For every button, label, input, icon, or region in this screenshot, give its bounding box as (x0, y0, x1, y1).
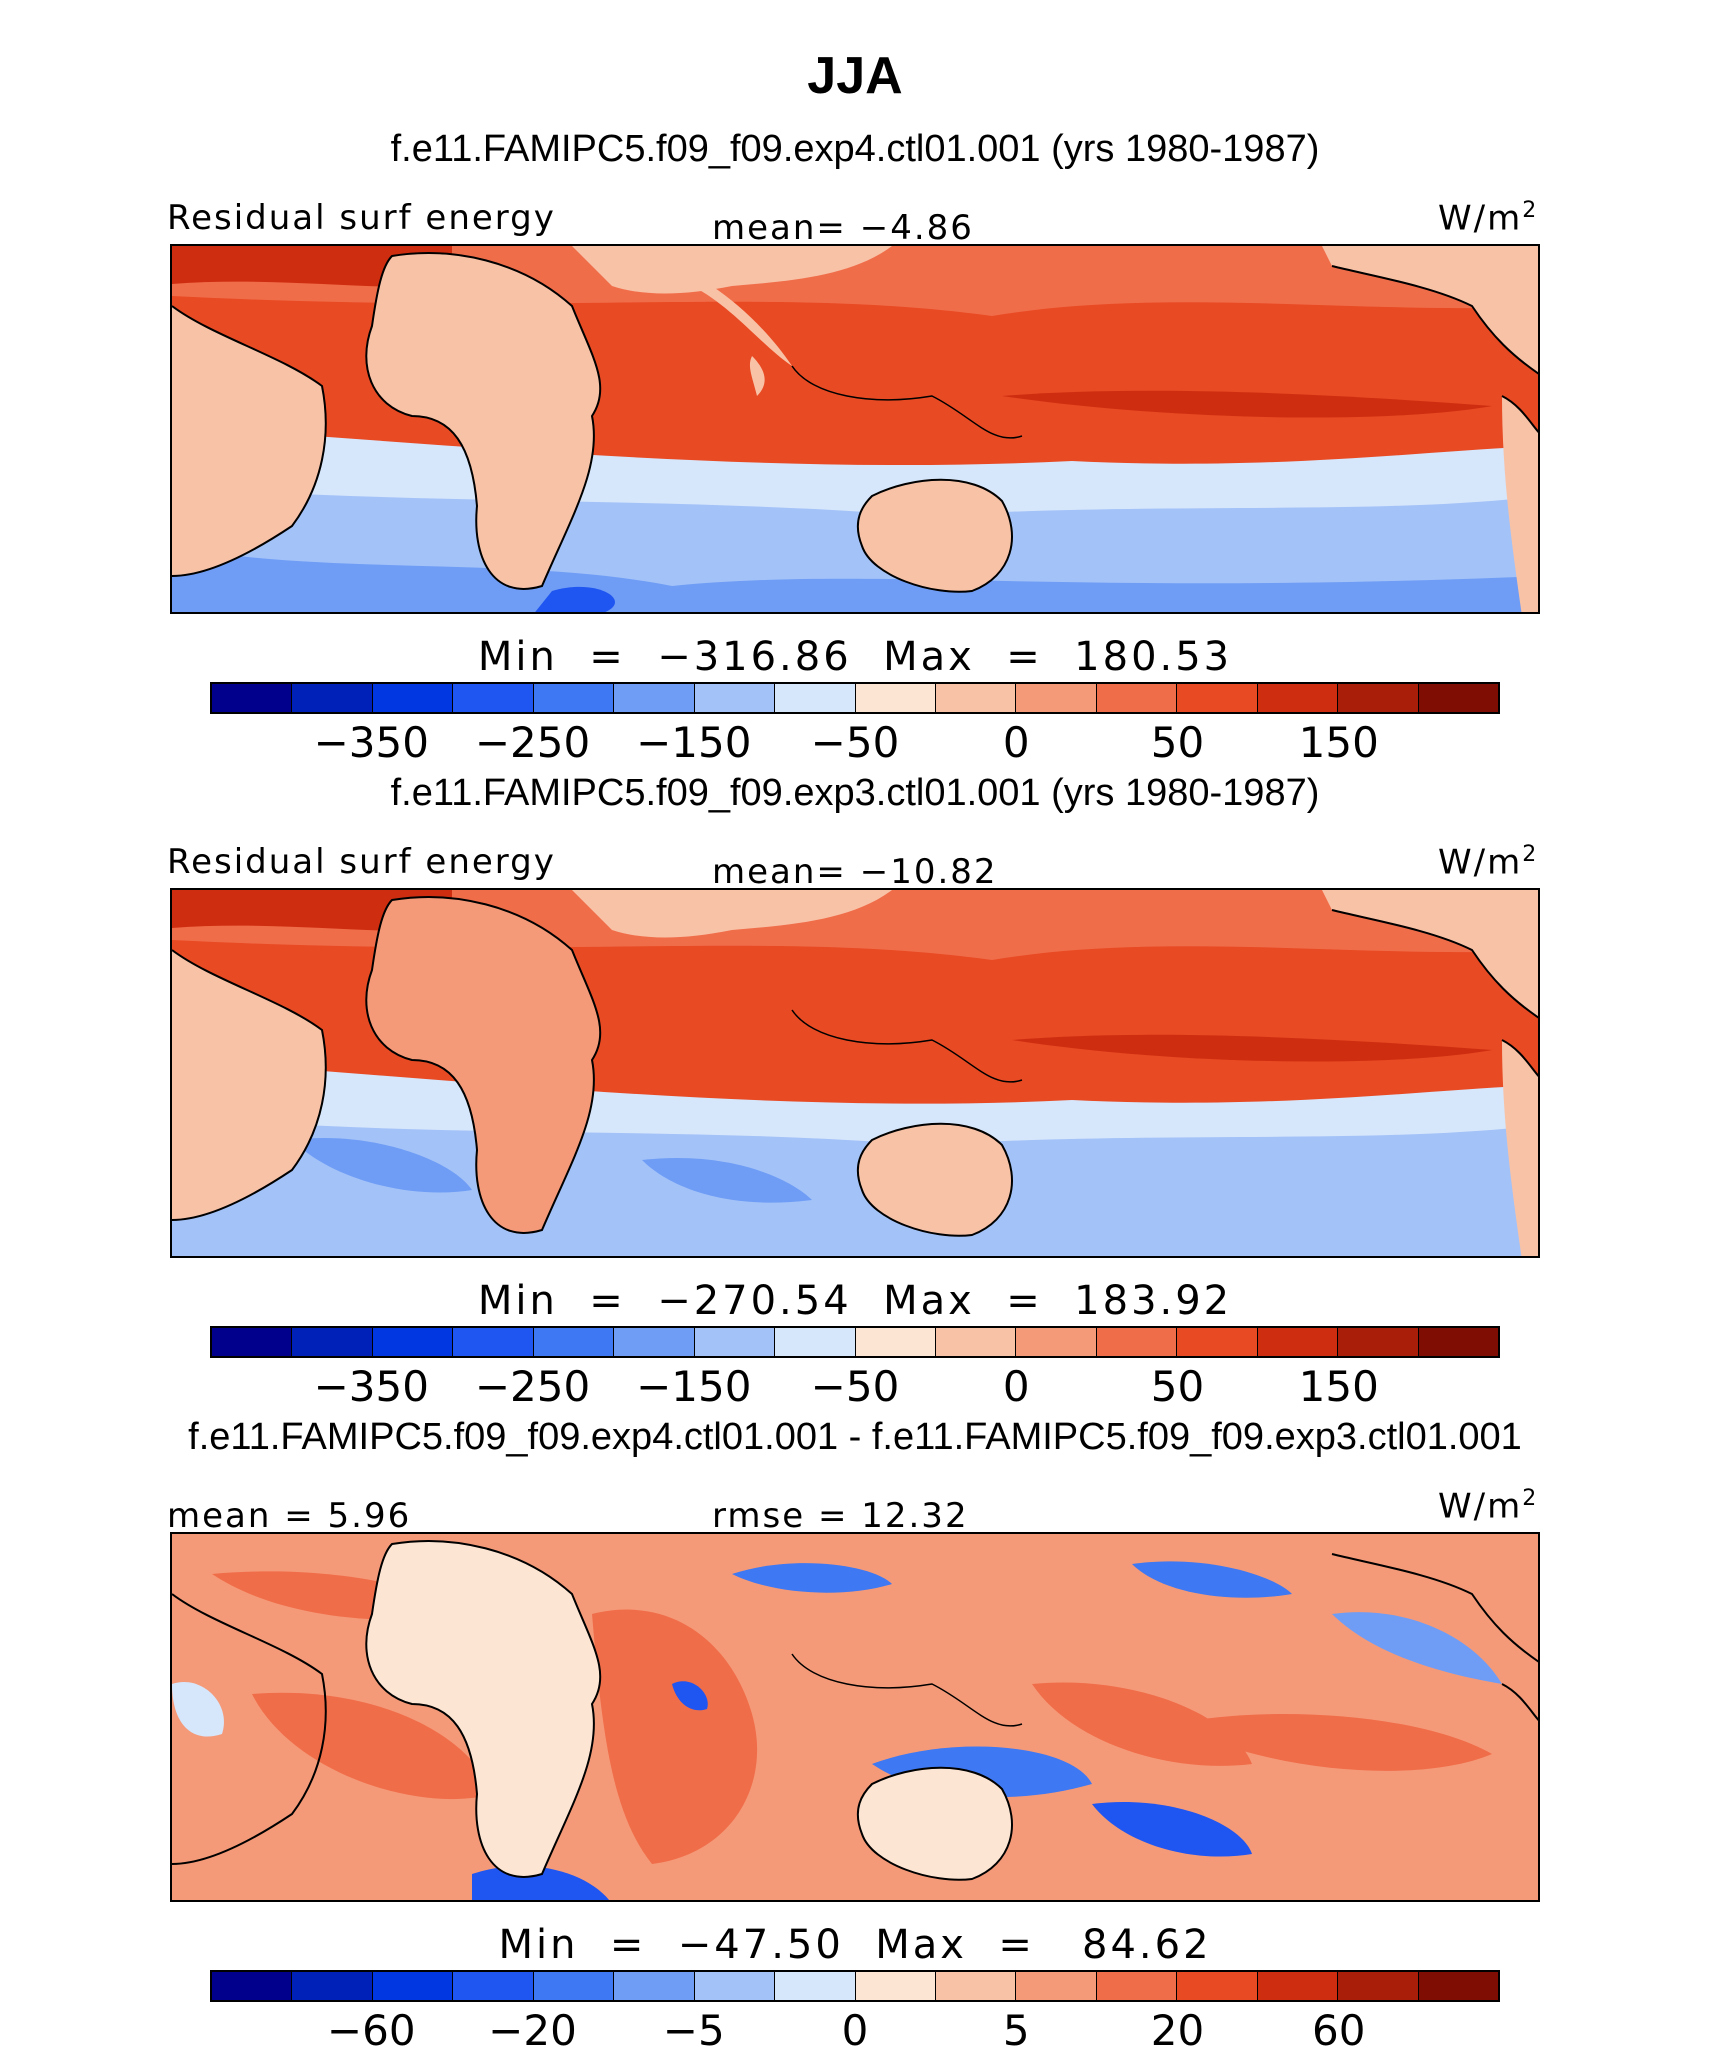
colorbar-swatch (1016, 1972, 1097, 2000)
map-field (172, 890, 1538, 1256)
colorbar-swatch (1418, 1972, 1498, 2000)
units-label: W/m2 (1438, 1486, 1539, 1527)
figure-title: JJA (807, 47, 903, 105)
mean-label: mean= −10.82 (712, 852, 998, 892)
min-max-stats: Min = −316.86 Max = 180.53 (477, 634, 1233, 680)
panel-title: f.e11.FAMIPC5.f09_f09.exp4.ctl01.001 - f… (188, 1416, 1522, 1458)
colorbar-swatch (372, 684, 454, 712)
mean-label: mean= −4.86 (712, 208, 974, 248)
colorbar-tick-label: 0 (841, 2006, 869, 2055)
colorbar-swatch (614, 1328, 695, 1356)
colorbar-tick-label: −50 (810, 718, 900, 767)
colorbar-swatch (1257, 1972, 1339, 2000)
colorbar-swatch (533, 684, 615, 712)
colorbar-swatch (775, 684, 856, 712)
min-max-stats: Min = −47.50 Max = 84.62 (498, 1922, 1212, 1968)
variable-label: Residual surf energy (167, 198, 556, 238)
colorbar-swatch (212, 684, 293, 712)
colorbar-tick-label: −20 (488, 2006, 577, 2055)
colorbar-tick-label: −150 (636, 1362, 752, 1411)
colorbar-swatch (212, 1972, 293, 2000)
mean-label: mean = 5.96 (167, 1496, 412, 1536)
colorbar-swatch (775, 1972, 856, 2000)
colorbar-swatch (212, 1328, 293, 1356)
colorbar-tick-label: −250 (474, 1362, 591, 1411)
colorbar-tick-label: 0 (1002, 718, 1030, 767)
colorbar-swatch (855, 1328, 936, 1356)
colorbar-swatch (1096, 1328, 1178, 1356)
colorbar-swatch (694, 1328, 776, 1356)
colorbar-swatch (1338, 1328, 1419, 1356)
colorbar-tick-label: −350 (313, 1362, 429, 1411)
colorbar-swatch (1338, 1972, 1419, 2000)
colorbar-tick-label: 50 (1150, 718, 1205, 767)
colorbar-tick-label: 5 (1002, 2006, 1030, 2055)
colorbar-swatch (1016, 1328, 1097, 1356)
colorbar-swatch (1257, 684, 1339, 712)
units-label: W/m2 (1438, 198, 1539, 239)
rmse-label: rmse = 12.32 (712, 1496, 969, 1536)
colorbar-tick-label: 0 (1002, 1362, 1030, 1411)
colorbar-swatch (1338, 684, 1419, 712)
colorbar (210, 682, 1500, 714)
colorbar-swatch (855, 1972, 936, 2000)
colorbar-swatch (453, 1972, 534, 2000)
colorbar-swatch (292, 1328, 373, 1356)
colorbar-tick-label: 60 (1312, 2006, 1366, 2055)
colorbar-swatch (453, 684, 534, 712)
colorbar-swatch (935, 1972, 1017, 2000)
colorbar-swatch (1257, 1328, 1339, 1356)
colorbar-swatch (1016, 684, 1097, 712)
colorbar-swatch (935, 684, 1017, 712)
colorbar-ticks: −350 −250 −150 −50 0 50 150 (210, 1362, 1500, 1411)
colorbar-swatch (1177, 1328, 1258, 1356)
colorbar-tick-label: 50 (1150, 1362, 1205, 1411)
units-label: W/m2 (1438, 842, 1539, 883)
colorbar-swatch (694, 684, 776, 712)
colorbar-tick-label: −50 (810, 1362, 900, 1411)
colorbar-tick-label: −5 (662, 2006, 725, 2055)
panel-title: f.e11.FAMIPC5.f09_f09.exp4.ctl01.001 (yr… (390, 128, 1320, 170)
colorbar-swatch (372, 1972, 454, 2000)
colorbar-ticks: −60 −20 −5 0 5 20 60 (210, 2006, 1500, 2055)
colorbar-tick-label: 20 (1150, 2006, 1205, 2055)
colorbar-swatch (292, 684, 373, 712)
colorbar-swatch (1177, 1972, 1258, 2000)
map-field (172, 246, 1538, 612)
colorbar-swatch (694, 1972, 776, 2000)
colorbar-swatch (1096, 1972, 1178, 2000)
colorbar-swatch (292, 1972, 373, 2000)
colorbar-swatch (1177, 684, 1258, 712)
colorbar-swatch (1418, 684, 1498, 712)
colorbar-tick-label: 150 (1298, 1362, 1379, 1411)
colorbar-swatch (453, 1328, 534, 1356)
colorbar-tick-label: −350 (313, 718, 429, 767)
colorbar-tick-label: −60 (326, 2006, 416, 2055)
map-exp4 (170, 244, 1540, 614)
colorbar-swatch (855, 684, 936, 712)
colorbar-swatch (1096, 684, 1178, 712)
colorbar-tick-label: 150 (1298, 718, 1379, 767)
colorbar (210, 1326, 1500, 1358)
colorbar (210, 1970, 1500, 2002)
min-max-stats: Min = −270.54 Max = 183.92 (477, 1278, 1233, 1324)
colorbar-swatch (614, 684, 695, 712)
colorbar-swatch (533, 1972, 615, 2000)
colorbar-swatch (372, 1328, 454, 1356)
colorbar-swatch (533, 1328, 615, 1356)
panel-title: f.e11.FAMIPC5.f09_f09.exp3.ctl01.001 (yr… (390, 772, 1320, 814)
map-exp3 (170, 888, 1540, 1258)
colorbar-swatch (775, 1328, 856, 1356)
colorbar-tick-label: −150 (636, 718, 752, 767)
colorbar-swatch (935, 1328, 1017, 1356)
colorbar-swatch (1418, 1328, 1498, 1356)
map-difference (170, 1532, 1540, 1902)
map-field (172, 1534, 1538, 1900)
colorbar-swatch (614, 1972, 695, 2000)
colorbar-tick-label: −250 (474, 718, 591, 767)
variable-label: Residual surf energy (167, 842, 556, 882)
colorbar-ticks: −350 −250 −150 −50 0 50 150 (210, 718, 1500, 767)
